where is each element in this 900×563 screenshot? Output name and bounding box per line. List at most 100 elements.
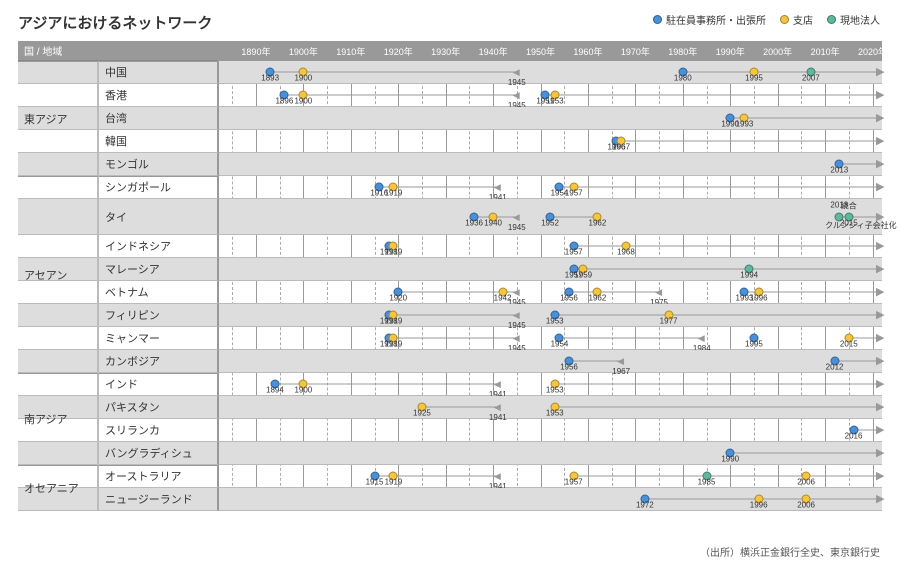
data-row: カンボジア◀▶195619672012 (18, 350, 882, 373)
event-year-label: 2006 (797, 478, 815, 487)
event-year-label: 1896 (275, 97, 293, 106)
country-label: 韓国 (98, 130, 218, 152)
event-marker: 1919 (389, 242, 398, 251)
legend-dot (653, 15, 662, 24)
year-tick: 2020年 (858, 41, 887, 61)
label-timeline-divider (218, 41, 219, 511)
event-marker: 1920 (394, 288, 403, 297)
data-row: フィリピン◀▶19181919194519531977 (18, 304, 882, 327)
event-year-label: 1919 (385, 317, 403, 326)
segment-line (389, 338, 517, 339)
region-divider (18, 61, 218, 62)
event-marker: 1954 (555, 334, 564, 343)
event-marker: 1995 (749, 68, 758, 77)
event-marker: 1900 (299, 68, 308, 77)
data-row: バングラディシュ▶1990 (18, 442, 882, 465)
year-header: 1890年1900年1910年1920年1930年1940年1950年1960年… (218, 41, 882, 61)
event-marker: 1977 (664, 311, 673, 320)
data-row: インド◀▶1894190019411953 (18, 373, 882, 396)
segment-line (555, 315, 882, 316)
event-extra-label: 統合 (841, 200, 857, 211)
event-year-label: 1962 (589, 218, 607, 227)
event-marker: 1900 (299, 91, 308, 100)
country-label: オーストラリア (98, 465, 218, 487)
event-marker: 1953 (550, 380, 559, 389)
row-timeline: ◀◀▶1936194019451952196220132015統合クルンシィ子会… (218, 199, 882, 234)
legend-label: 現地法人 (840, 12, 880, 27)
event-marker: 2016 (849, 426, 858, 435)
event-year-label: 1953 (546, 317, 564, 326)
source-text: （出所）横浜正金銀行全史、東京銀行史 (700, 544, 880, 559)
row-timeline: ◀◀◀▶1918191919451954198419952015 (218, 327, 882, 349)
year-tick: 1980年 (668, 41, 697, 61)
event-year-label: 1953 (546, 97, 564, 106)
segment-line (555, 384, 882, 385)
segment-line (616, 141, 882, 142)
country-label: 中国 (98, 61, 218, 83)
data-row: パキスタン◀▶192519411953 (18, 396, 882, 419)
event-year-label: 2012 (826, 363, 844, 372)
row-timeline: ◀▶189319001945198019952007 (218, 61, 882, 83)
rows: 中国◀▶189319001945198019952007香港◀▶18961900… (18, 61, 882, 511)
region-label: アセアン (18, 176, 98, 373)
event-marker: 1957 (569, 183, 578, 192)
segment-line (569, 292, 659, 293)
row-timeline: ◀▶19161919194119541957 (218, 176, 882, 198)
event-marker: 1953 (550, 311, 559, 320)
data-row: ミャンマー◀◀◀▶1918191919451954198419952015 (18, 327, 882, 350)
legend-item: 現地法人 (827, 12, 880, 27)
event-marker: 1893 (266, 68, 275, 77)
event-year-label: 2006 (797, 501, 815, 510)
event-marker: 1985 (702, 472, 711, 481)
event-marker: 2012 (830, 357, 839, 366)
data-row: 中国◀▶189319001945198019952007 (18, 61, 882, 84)
event-marker: 1990 (726, 449, 735, 458)
data-row: スリランカ▶2016 (18, 419, 882, 442)
event-marker: 1972 (640, 495, 649, 504)
event-marker: 1993 (740, 114, 749, 123)
event-marker: 1957 (569, 242, 578, 251)
event-year-label: 2015 (840, 340, 858, 349)
year-tick: 1920年 (384, 41, 413, 61)
segment-line (422, 407, 498, 408)
segment-line (574, 476, 882, 477)
row-timeline: ▶195719591994 (218, 258, 882, 280)
event-marker: 1967 (617, 137, 626, 146)
event-year-label: 1936 (465, 218, 483, 227)
segment-line (545, 95, 882, 96)
event-marker: 1919 (389, 472, 398, 481)
row-timeline: ▶2016 (218, 419, 882, 441)
data-row: シンガポール◀▶19161919194119541957 (18, 176, 882, 199)
row-timeline: ◀▶191519191941195719852006 (218, 465, 882, 487)
event-year-label: 1940 (484, 218, 502, 227)
event-year-label: 1919 (385, 478, 403, 487)
event-year-label: 1957 (565, 189, 583, 198)
event-year-label: 1957 (565, 478, 583, 487)
year-tick: 1940年 (479, 41, 508, 61)
event-year-label: 1990 (721, 455, 739, 464)
data-row: 韓国▶19661967 (18, 130, 882, 153)
event-year-label: 1993 (736, 120, 754, 129)
corner-label: 国 / 地域 (18, 43, 218, 58)
year-tick: 1970年 (621, 41, 650, 61)
event-marker: 2006 (802, 472, 811, 481)
data-row: 台湾▶19901993 (18, 107, 882, 130)
segment-line (835, 361, 882, 362)
segment-line (574, 246, 626, 247)
country-label: タイ (98, 199, 218, 234)
event-marker: 2007 (806, 68, 815, 77)
year-tick: 1950年 (526, 41, 555, 61)
country-label: フィリピン (98, 304, 218, 326)
event-year-label: 1985 (698, 478, 716, 487)
year-tick: 1910年 (336, 41, 365, 61)
row-timeline: ▶19901993 (218, 107, 882, 129)
event-year-label: 1957 (565, 248, 583, 257)
year-tick: 2000年 (763, 41, 792, 61)
event-year-label: 1996 (750, 294, 768, 303)
event-marker: 1953 (550, 403, 559, 412)
event-marker: 1996 (754, 288, 763, 297)
event-marker: 1980 (678, 68, 687, 77)
event-year-label: 1920 (389, 294, 407, 303)
segment-line (398, 292, 502, 293)
event-marker: 1942 (498, 288, 507, 297)
